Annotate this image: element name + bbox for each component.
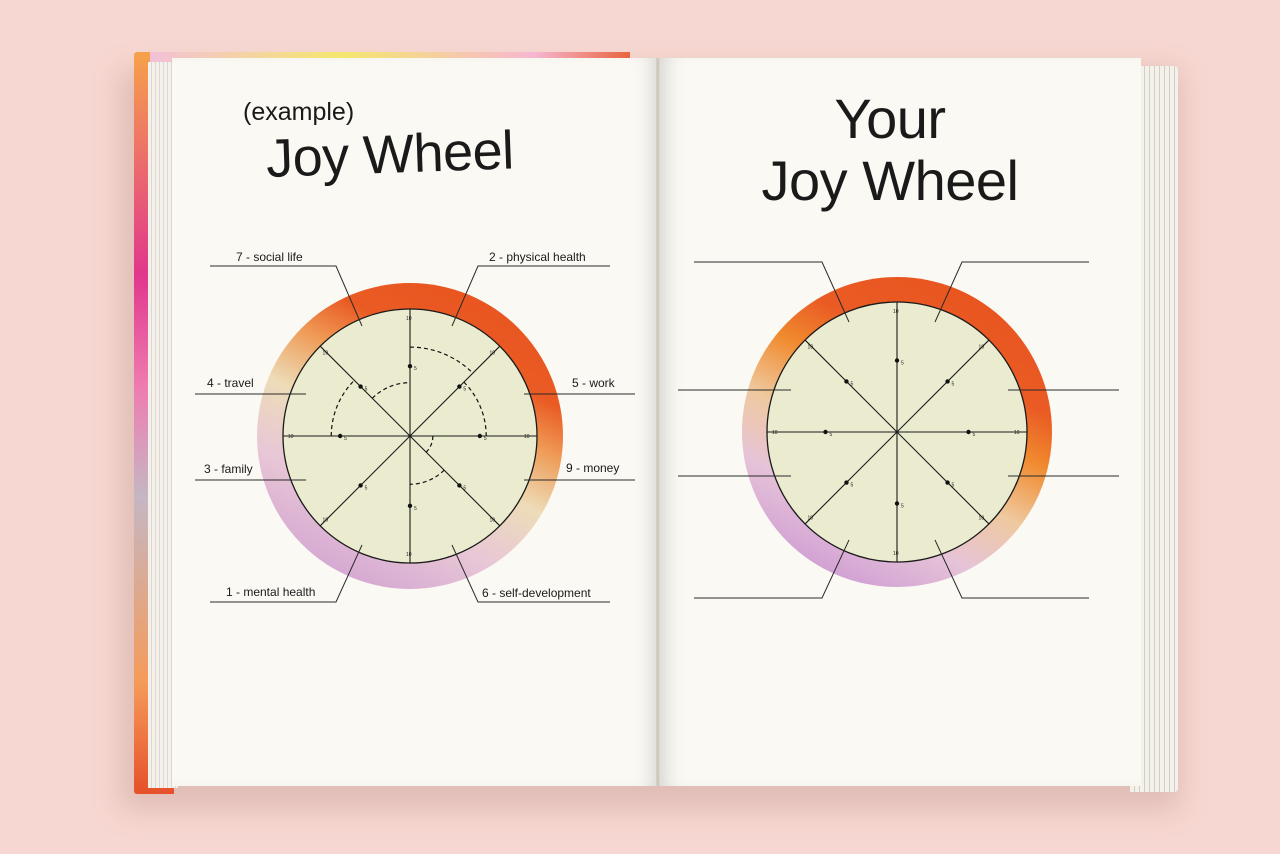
midpoint-dot [894, 501, 900, 506]
leader-lines [195, 261, 1119, 603]
leader-line [210, 265, 363, 327]
score-arc [330, 379, 355, 437]
your-joy-wheel-title: Your Joy Wheel [659, 88, 1121, 212]
midpoint-dot [945, 480, 950, 485]
scale-label-5: 5 [973, 432, 976, 438]
scale-label-5: 5 [463, 387, 466, 393]
scale-label-5: 5 [952, 381, 955, 387]
scale-label-10: 10 [893, 309, 899, 315]
scale-label-5: 5 [850, 381, 853, 387]
scale-label-5: 5 [952, 483, 955, 489]
leader-line [934, 539, 1089, 599]
scale-label-5: 5 [344, 436, 347, 442]
score-arc [409, 346, 474, 374]
score-arc [371, 382, 411, 399]
midpoint-dot [457, 483, 462, 488]
label-money: 9 - money [566, 461, 620, 475]
scale-label-5: 5 [414, 506, 417, 512]
label-family: 3 - family [204, 462, 253, 476]
scale-label-5: 5 [365, 387, 368, 393]
scale-label-5: 5 [850, 483, 853, 489]
label-physical-health: 2 - physical health [489, 250, 586, 264]
leader-line [694, 261, 850, 323]
label-travel: 4 - travel [207, 376, 254, 390]
scale-label-10: 10 [406, 552, 412, 558]
your-joy-wheel-title-line2: Joy Wheel [761, 149, 1019, 212]
midpoint-dot [844, 379, 849, 384]
midpoint-dot [823, 429, 828, 435]
scale-label-10: 10 [1014, 430, 1020, 436]
scale-label-10: 10 [406, 316, 412, 322]
midpoint-dot [337, 433, 343, 439]
scale-label-10: 10 [807, 344, 813, 350]
scale-label-5: 5 [484, 436, 487, 442]
scale-label-10: 10 [807, 516, 813, 522]
scale-label-10: 10 [893, 551, 899, 557]
midpoint-dot [945, 379, 950, 384]
midpoint-dot [457, 384, 462, 389]
scale-label-5: 5 [830, 432, 833, 438]
midpoint-dot [407, 503, 413, 509]
label-social-life: 7 - social life [236, 250, 303, 264]
leader-line [934, 261, 1089, 323]
scale-label-10: 10 [323, 351, 329, 357]
label-work: 5 - work [572, 376, 615, 390]
midpoint-dot [358, 483, 363, 488]
book-gutter [656, 58, 660, 786]
midpoint-dot [844, 480, 849, 485]
scale-label-10: 10 [489, 351, 495, 357]
wheel-spoke [804, 339, 990, 525]
leader-line [210, 544, 363, 603]
label-self-development: 6 - self-development [482, 586, 591, 600]
midpoint-dot [966, 429, 971, 435]
scale-label-10: 10 [524, 434, 530, 440]
midpoint-dot [894, 358, 900, 363]
scale-label-5: 5 [901, 361, 904, 367]
scale-label-5: 5 [365, 485, 368, 491]
leader-line [694, 539, 850, 599]
leader-line [451, 544, 610, 603]
scale-label-10: 10 [288, 434, 294, 440]
scale-label-10: 10 [772, 430, 778, 436]
midpoint-dot [358, 384, 363, 389]
your-joy-wheel-title-line1: Your [834, 87, 946, 150]
scale-label-5: 5 [414, 366, 417, 372]
blank-wheel: 5 10 5 10 5 10 5 10 5 10 5 10 5 10 5 10 [742, 277, 1052, 587]
leader-line [451, 265, 610, 327]
score-arc [425, 435, 434, 453]
score-arc [463, 381, 487, 437]
wheel-spoke [319, 345, 501, 527]
book-cover-top [150, 52, 630, 62]
scale-label-10: 10 [979, 516, 985, 522]
example-wheel: 5 10 5 10 5 10 5 10 5 10 5 10 5 10 5 10 [257, 283, 563, 589]
midpoint-dot [477, 433, 483, 439]
scale-label-10: 10 [489, 517, 495, 523]
scale-label-5: 5 [901, 504, 904, 510]
midpoint-dot [407, 363, 413, 369]
label-mental-health: 1 - mental health [226, 585, 316, 599]
scale-label-10: 10 [323, 517, 329, 523]
score-arc [409, 469, 445, 485]
scale-label-5: 5 [463, 485, 466, 491]
example-subtitle: (example) [243, 98, 355, 126]
scale-label-10: 10 [979, 344, 985, 350]
